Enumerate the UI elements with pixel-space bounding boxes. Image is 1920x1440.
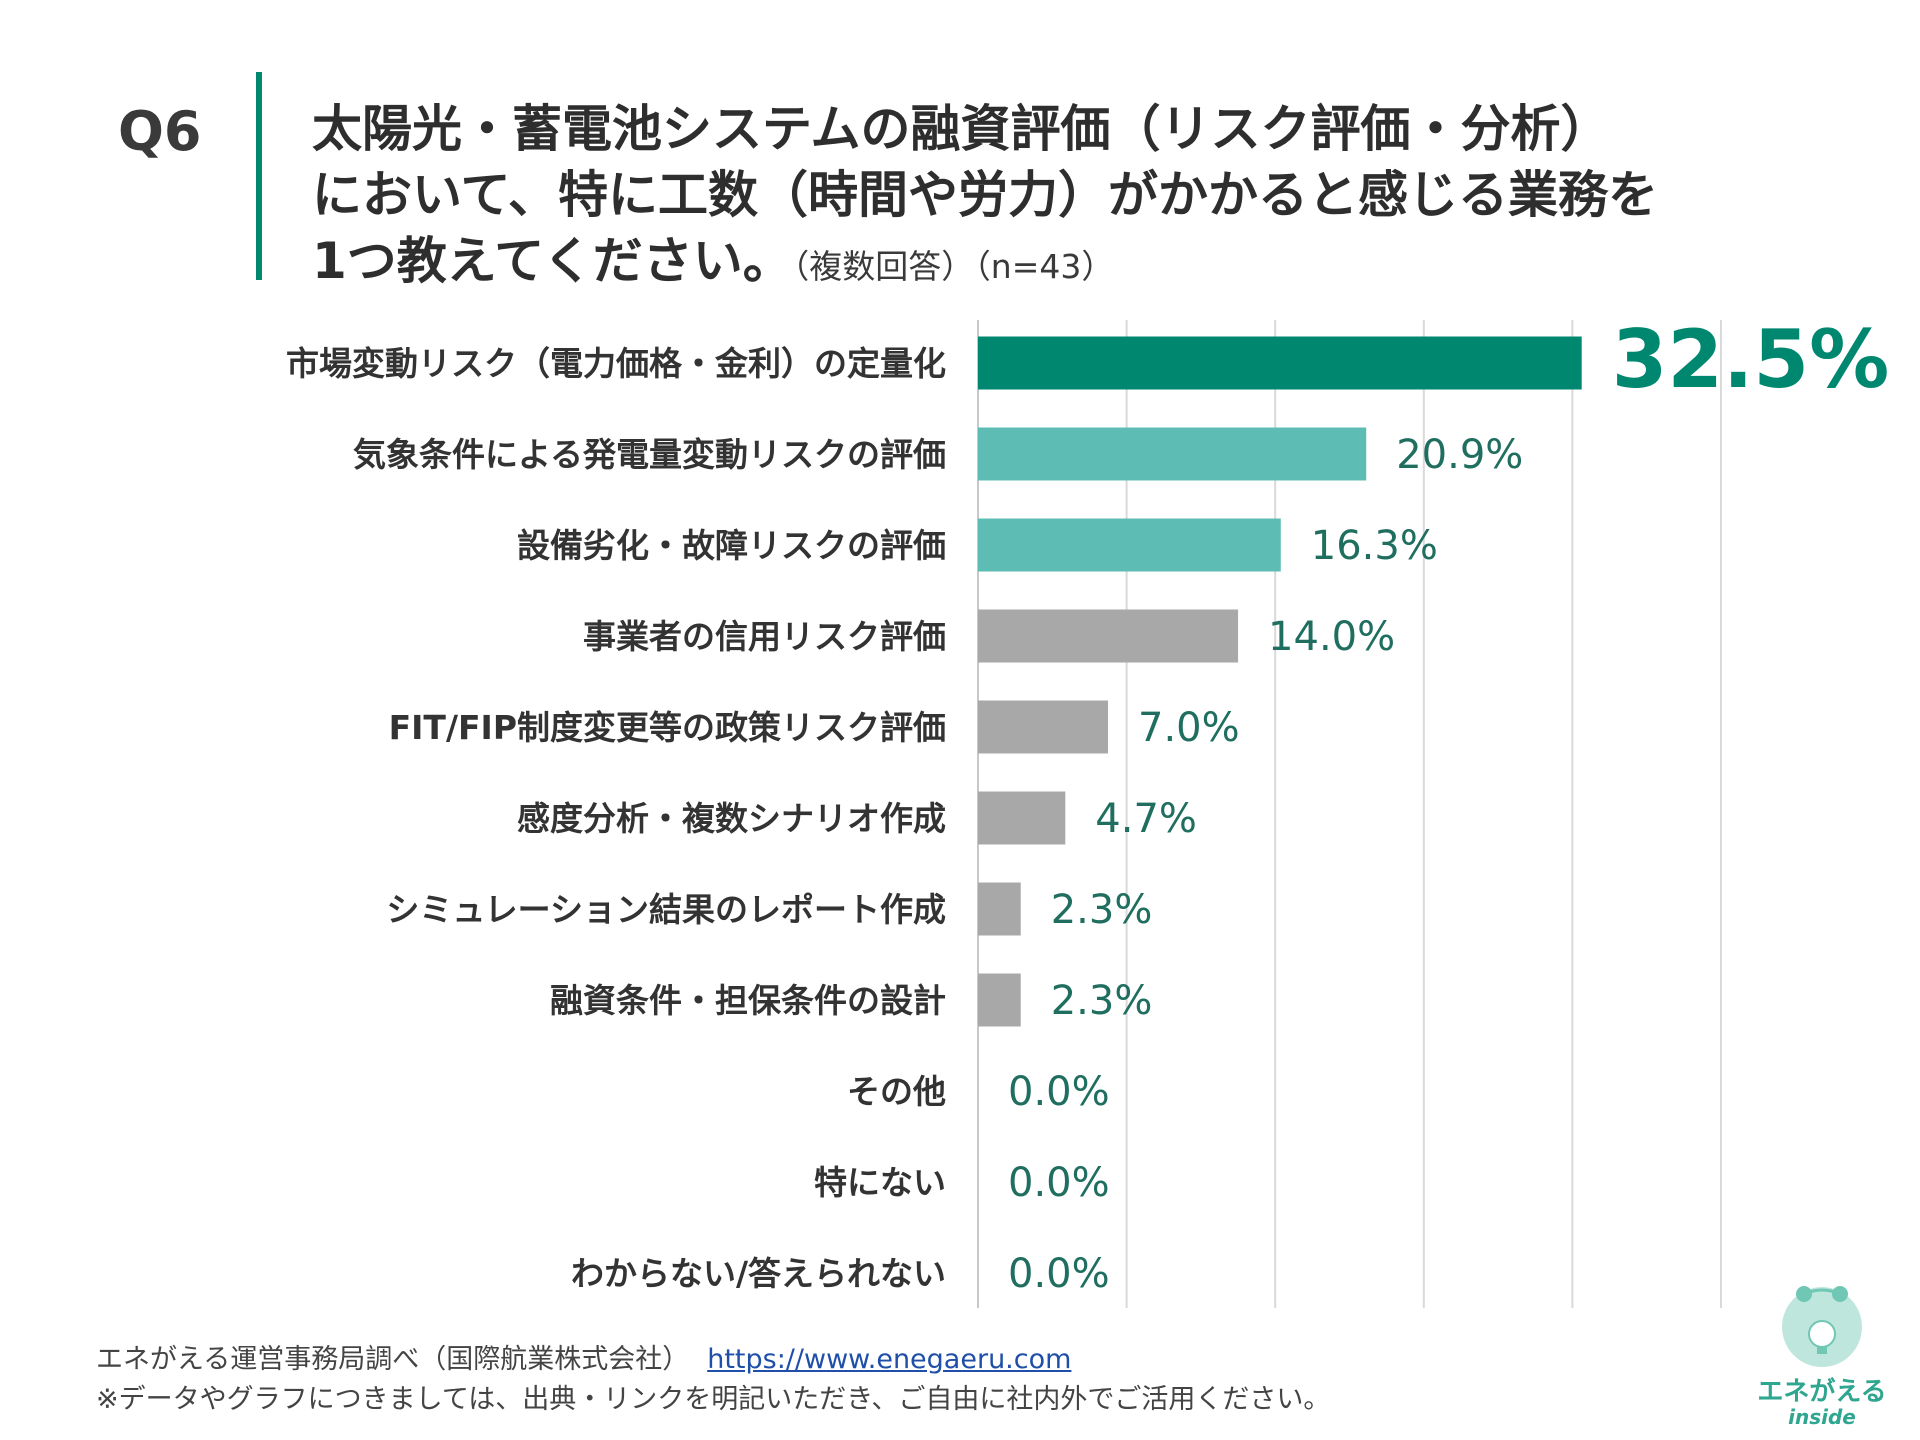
question-line-2: において、特に工数（時間や労力）がかかると感じる業務を bbox=[312, 166, 1658, 224]
frog-lightbulb-icon: エネがえる inside bbox=[1757, 1286, 1887, 1429]
footer-source-line: エネがえる運営事務局調べ（国際航業株式会社） https://www.enegae… bbox=[96, 1340, 1330, 1380]
value-label: 0.0% bbox=[1008, 1251, 1110, 1297]
category-label: 設備劣化・故障リスクの評価 bbox=[517, 526, 946, 565]
category-label: 特にない bbox=[814, 1163, 946, 1202]
question-text: 太陽光・蓄電池システムの融資評価（リスク評価・分析） において、特に工数（時間や… bbox=[312, 96, 1872, 300]
bar bbox=[978, 518, 1281, 572]
question-line-3-text: 1つ教えてください。 bbox=[312, 232, 793, 290]
value-label: 0.0% bbox=[1008, 1069, 1110, 1115]
value-label: 7.0% bbox=[1138, 705, 1240, 751]
value-label: 0.0% bbox=[1008, 1160, 1110, 1206]
bar bbox=[978, 882, 1021, 936]
question-line-1: 太陽光・蓄電池システムの融資評価（リスク評価・分析） bbox=[312, 100, 1611, 158]
logo-text: エネがえる bbox=[1757, 1376, 1886, 1407]
footer-note: ※データやグラフにつきましては、出典・リンクを明記いただき、ご自由に社内外でご活… bbox=[96, 1384, 1331, 1415]
value-label: 2.3% bbox=[1051, 887, 1153, 933]
footer: エネがえる運営事務局調べ（国際航業株式会社） https://www.enegae… bbox=[96, 1340, 1330, 1420]
category-label: その他 bbox=[847, 1072, 946, 1111]
category-label: 事業者の信用リスク評価 bbox=[583, 617, 946, 656]
logo-sub: inside bbox=[1788, 1405, 1856, 1429]
value-label: 20.9% bbox=[1396, 432, 1523, 478]
bar bbox=[978, 973, 1021, 1027]
footer-link[interactable]: https://www.enegaeru.com bbox=[707, 1344, 1072, 1375]
category-label: わからない/答えられない bbox=[571, 1254, 946, 1293]
bar bbox=[978, 791, 1066, 845]
value-label: 14.0% bbox=[1268, 614, 1395, 660]
bar bbox=[978, 427, 1367, 481]
question-note: （複数回答）（n=43） bbox=[792, 247, 1115, 286]
bar bbox=[978, 700, 1109, 754]
value-label: 4.7% bbox=[1095, 796, 1197, 842]
category-label: 市場変動リスク（電力価格・金利）の定量化 bbox=[286, 344, 946, 383]
question-label: Q6 bbox=[118, 100, 202, 163]
value-label: 32.5% bbox=[1612, 313, 1890, 406]
bar bbox=[978, 336, 1582, 390]
category-label: シミュレーション結果のレポート作成 bbox=[386, 890, 946, 929]
bar bbox=[978, 609, 1239, 663]
logo: エネがえる inside bbox=[1752, 1282, 1912, 1432]
question-line-3: 1つ教えてください。（複数回答）（n=43） bbox=[312, 228, 1872, 300]
category-label: 感度分析・複数シナリオ作成 bbox=[517, 799, 946, 838]
category-label: 融資条件・担保条件の設計 bbox=[550, 981, 946, 1020]
bar-chart: 市場変動リスク（電力価格・金利）の定量化 32.5% 気象条件による発電量変動リスク… bbox=[286, 313, 1890, 1308]
category-label: FIT/FIP制度変更等の政策リスク評価 bbox=[389, 708, 946, 747]
value-label: 2.3% bbox=[1051, 978, 1153, 1024]
footer-source: エネがえる運営事務局調べ（国際航業株式会社） bbox=[96, 1344, 690, 1375]
question-divider bbox=[256, 72, 262, 280]
value-label: 16.3% bbox=[1311, 523, 1438, 569]
category-label: 気象条件による発電量変動リスクの評価 bbox=[353, 435, 946, 474]
